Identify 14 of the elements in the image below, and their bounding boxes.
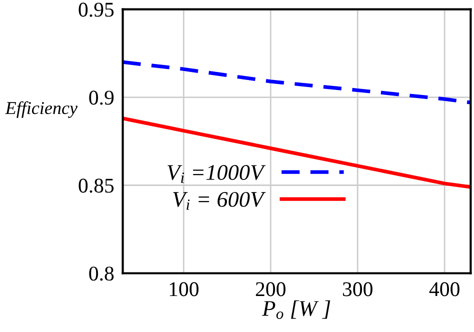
x-tick-label: 400 [429, 282, 460, 296]
x-tick-label: 300 [342, 282, 372, 296]
y-tick-label: 0.9 [89, 90, 114, 105]
x-tick-label: 200 [256, 282, 286, 296]
legend-label: V$_{i}$ = 600V [173, 192, 266, 210]
y-tick-label: 0.85 [78, 178, 114, 193]
line-series [122, 116, 471, 189]
line-series [122, 60, 471, 104]
legend-label: V$_{i}$ =1000V [168, 164, 266, 183]
y-tick-label: 0.95 [78, 2, 114, 17]
y-tick-label: 0.8 [89, 266, 114, 281]
x-tick-label: 100 [170, 282, 198, 296]
y-axis-title: Efficiency [5, 101, 78, 118]
x-axis-title: P$_{o}$ [W ] [262, 300, 330, 319]
